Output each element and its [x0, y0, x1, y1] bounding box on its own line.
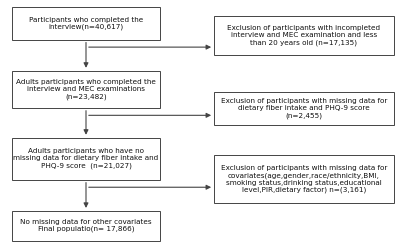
Text: Adults participants who completed the
interview and MEC examinations
(n=23,482): Adults participants who completed the in… [16, 79, 156, 99]
FancyBboxPatch shape [12, 7, 160, 40]
FancyBboxPatch shape [214, 92, 394, 125]
Text: Exclusion of participants with missing data for
covariates(age,gender,race/ethni: Exclusion of participants with missing d… [221, 165, 387, 193]
Text: Exclusion of participants with incompleted
interview and MEC examination and les: Exclusion of participants with incomplet… [228, 25, 380, 46]
Text: No missing data for other covariates
Final populatio(n= 17,866): No missing data for other covariates Fin… [20, 219, 152, 232]
Text: Participants who completed the
interview(n=40,617): Participants who completed the interview… [29, 17, 143, 30]
Text: Adults participants who have no
missing data for dietary fiber intake and
PHQ-9 : Adults participants who have no missing … [13, 149, 159, 169]
FancyBboxPatch shape [12, 71, 160, 108]
Text: Exclusion of participants with missing data for
dietary fiber intake and PHQ-9 s: Exclusion of participants with missing d… [221, 98, 387, 119]
FancyBboxPatch shape [12, 211, 160, 241]
FancyBboxPatch shape [12, 138, 160, 180]
FancyBboxPatch shape [214, 16, 394, 55]
FancyBboxPatch shape [214, 155, 394, 203]
